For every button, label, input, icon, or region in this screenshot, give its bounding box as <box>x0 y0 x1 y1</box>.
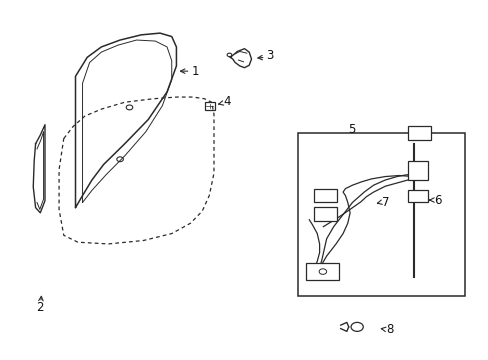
Text: 3: 3 <box>266 49 273 62</box>
Bar <box>306 263 339 280</box>
Bar <box>313 207 336 221</box>
Text: 6: 6 <box>433 194 441 207</box>
Text: 8: 8 <box>386 323 393 336</box>
Bar <box>204 102 215 110</box>
Bar <box>298 133 464 296</box>
Text: 2: 2 <box>37 301 44 314</box>
Bar <box>407 161 427 180</box>
Text: 7: 7 <box>381 196 388 209</box>
Bar <box>313 189 336 202</box>
Text: 1: 1 <box>191 65 199 78</box>
Bar <box>407 190 427 202</box>
Text: 4: 4 <box>223 95 230 108</box>
Bar <box>407 126 430 140</box>
Text: 5: 5 <box>347 123 354 136</box>
